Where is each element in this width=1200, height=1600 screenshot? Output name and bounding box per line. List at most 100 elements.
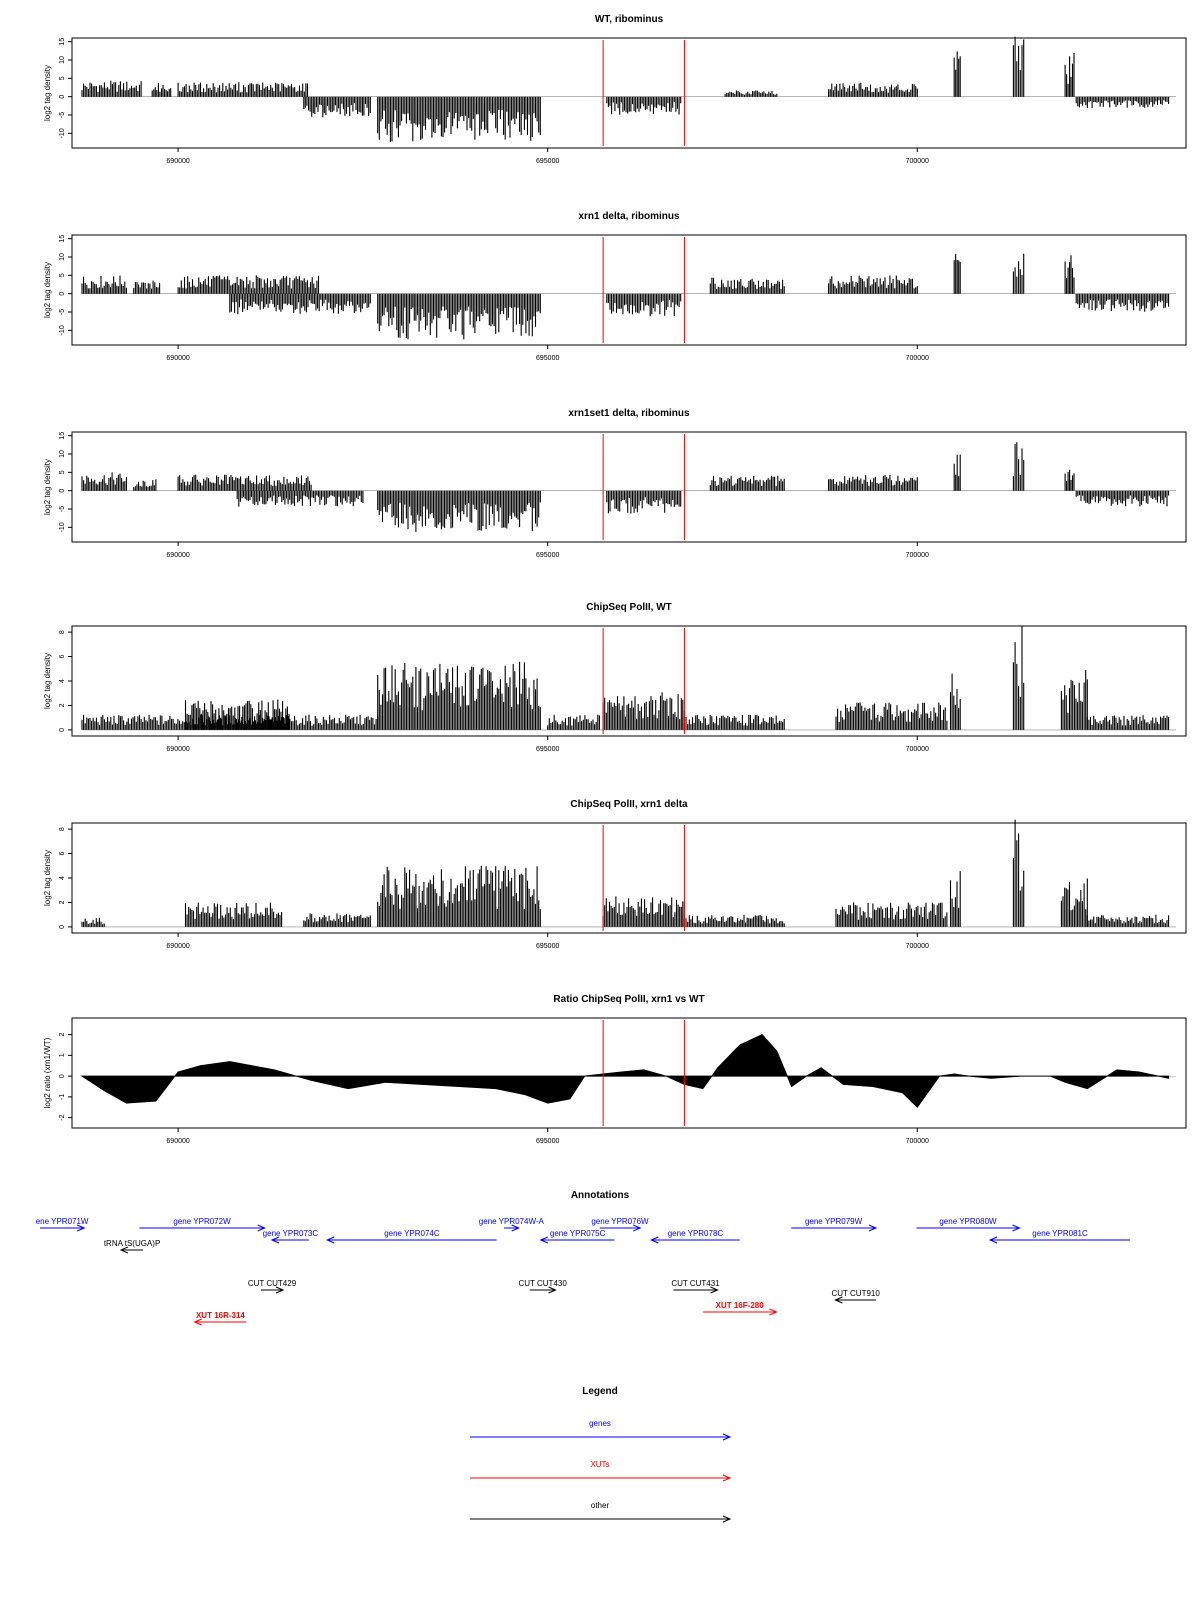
annotation-feature: gene YPR073C <box>263 1229 318 1244</box>
arrowhead-icon <box>710 1286 719 1294</box>
legend-label: other <box>591 1501 610 1510</box>
y-tick-label: 2 <box>59 703 66 707</box>
arrowhead-icon <box>511 1224 520 1232</box>
x-tick-label: 690000 <box>166 355 189 362</box>
y-tick-label: 2 <box>59 1033 66 1037</box>
annotation-feature: gene YPR079W <box>791 1217 878 1232</box>
signal-bars <box>835 702 948 730</box>
signal-bars <box>81 472 127 491</box>
y-tick-label: 5 <box>59 470 66 474</box>
y-tick-label: -10 <box>59 325 66 335</box>
signal-bars <box>949 871 961 927</box>
signal-bars <box>177 275 320 294</box>
x-tick-label: 700000 <box>906 746 929 753</box>
signal-bars <box>151 83 172 97</box>
y-tick-label: 10 <box>59 450 66 458</box>
annotation-feature: gene YPR074W-A <box>479 1217 545 1232</box>
feature-label: tRNA tS(UGA)P <box>104 1239 160 1248</box>
x-tick-label: 695000 <box>536 1138 559 1145</box>
signal-bars <box>602 896 685 927</box>
annotation-feature: gene YPR078C <box>650 1229 740 1244</box>
annotation-feature: gene YPR080W <box>916 1217 1021 1232</box>
arrowhead-icon <box>325 1236 335 1244</box>
feature-label: gene YPR081C <box>1032 1229 1088 1238</box>
signal-bars <box>683 914 785 927</box>
feature-label: CUT CUT910 <box>832 1289 881 1298</box>
signal-bars <box>303 96 371 118</box>
y-axis-label: log2 tag density <box>43 262 52 318</box>
y-tick-label: 2 <box>59 900 66 904</box>
chart-panel: WT, ribominus -10 -5 0 5 10 15 log2 tag density… <box>43 14 1187 165</box>
annotations-panel: Annotations ene YPR071W gene YPR072W gene Y… <box>36 1190 1130 1326</box>
signal-bars <box>1075 293 1170 312</box>
signal-bars <box>177 474 312 491</box>
x-tick-label: 695000 <box>536 158 559 165</box>
signal-bars <box>133 479 157 491</box>
y-tick-label: 10 <box>59 253 66 261</box>
signal-bars <box>1012 36 1025 97</box>
arrowhead-icon <box>193 1318 202 1326</box>
arrowhead-icon <box>275 1286 285 1294</box>
chart-title: ChipSeq PolII, WT <box>586 602 672 613</box>
x-tick-label: 695000 <box>536 746 559 753</box>
signal-bars <box>602 692 685 730</box>
y-tick-label: 8 <box>59 827 66 831</box>
signal-bars <box>828 275 918 294</box>
chart-title: xrn1 delta, ribominus <box>578 211 680 222</box>
signal-bars <box>953 454 961 491</box>
arrowhead-icon <box>722 1433 732 1441</box>
signal-bars <box>177 82 309 97</box>
signal-bars <box>709 475 785 491</box>
chart-panel: ChipSeq PolII, xrn1 delta 0 2 4 6 8 log2 tag d… <box>43 799 1187 950</box>
y-tick-label: 6 <box>59 852 66 856</box>
x-tick-label: 695000 <box>536 552 559 559</box>
y-tick-label: 5 <box>59 273 66 277</box>
arrowhead-icon <box>119 1246 129 1254</box>
y-tick-label: 6 <box>59 655 66 659</box>
signal-bars <box>953 51 961 97</box>
x-tick-label: 700000 <box>906 552 929 559</box>
signal-bars <box>1012 442 1025 491</box>
signal-bars <box>1012 625 1025 730</box>
signal-bars <box>724 90 778 97</box>
x-tick-label: 700000 <box>906 943 929 950</box>
signal-bars <box>953 253 961 294</box>
signal-bars <box>377 661 541 730</box>
signal-bars <box>81 275 127 294</box>
plot-frame <box>71 234 1187 346</box>
feature-label: CUT CUT431 <box>671 1279 720 1288</box>
signal-bars <box>1086 715 1170 730</box>
arrowhead-icon <box>868 1224 878 1232</box>
signal-bars <box>1012 253 1025 294</box>
y-axis-label: log2 tag density <box>43 653 52 709</box>
feature-label: XUT 16R-314 <box>196 1311 245 1320</box>
chart-title: ChipSeq PolII, xrn1 delta <box>570 799 688 810</box>
legend-title: Legend <box>582 1386 618 1397</box>
legend-item: other <box>470 1501 732 1523</box>
annotation-feature: gene YPR072W <box>139 1217 266 1232</box>
x-tick-label: 690000 <box>166 943 189 950</box>
x-tick-label: 700000 <box>906 158 929 165</box>
annotation-feature: CUT CUT431 <box>671 1279 720 1294</box>
signal-bars <box>1060 878 1088 927</box>
signal-bars <box>1064 53 1075 97</box>
feature-label: gene YPR078C <box>668 1229 724 1238</box>
signal-bars <box>377 96 541 143</box>
signal-bars <box>1086 914 1170 927</box>
y-tick-label: -5 <box>59 506 66 512</box>
x-tick-label: 690000 <box>166 552 189 559</box>
signal-bars <box>229 293 371 315</box>
y-tick-label: -5 <box>59 112 66 118</box>
arrowhead-icon <box>257 1224 266 1232</box>
signal-bars <box>1060 670 1088 730</box>
y-tick-label: 5 <box>59 76 66 80</box>
y-tick-label: 0 <box>59 728 66 732</box>
chart-panel: xrn1 delta, ribominus -10 -5 0 5 10 15 log2 tag… <box>43 211 1187 362</box>
legend-label: XUTs <box>590 1460 609 1469</box>
x-tick-label: 690000 <box>166 158 189 165</box>
y-tick-label: 10 <box>59 56 66 64</box>
signal-bars <box>683 714 785 730</box>
signal-bars <box>377 293 541 340</box>
signal-bars <box>547 714 600 730</box>
feature-label: gene YPR074C <box>384 1229 440 1238</box>
